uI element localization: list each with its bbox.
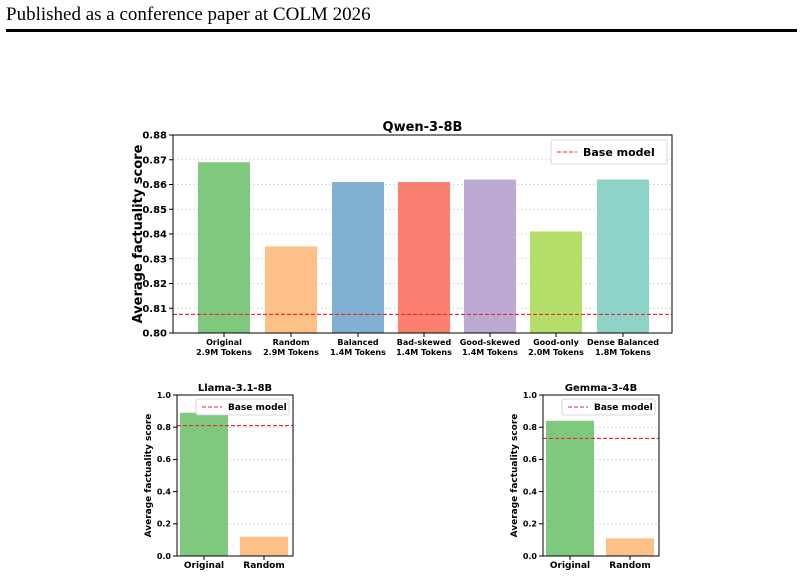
llama-category-label: Random [243,561,284,571]
qwen-category-sublabel: 1.4M Tokens [330,348,386,357]
qwen-ytick-label: 0.86 [142,180,167,191]
llama-ytick-label: 1.0 [157,391,172,400]
qwen-ytick-label: 0.84 [142,230,167,241]
qwen-ytick-label: 0.82 [142,279,167,290]
gemma-category-label: Random [609,561,650,571]
qwen-category-sublabel: 2.0M Tokens [528,348,584,357]
gemma-title: Gemma-3-4B [565,383,637,394]
qwen-bar [398,182,450,333]
gemma-ytick-label: 0.0 [523,552,538,561]
llama-ytick-label: 0.6 [157,455,172,464]
gemma-ytick-label: 0.4 [523,487,538,496]
llama-bar [180,412,228,556]
llama-bar [240,536,288,556]
qwen-bar [597,179,649,333]
qwen-ytick-label: 0.80 [142,329,167,340]
llama-category-label: Original [184,561,224,571]
gemma-ytick-label: 0.2 [523,520,537,529]
qwen-bar [530,231,582,333]
llama-ytick-label: 0.8 [157,423,172,432]
qwen-ytick-label: 0.87 [142,155,167,166]
qwen-bar [265,246,317,333]
llama-ytick-label: 0.2 [157,520,171,529]
llama-legend-label: Base model [228,403,287,413]
gemma-legend-box [561,398,656,416]
gemma-bar [606,538,654,556]
qwen-category-label: Good-only [533,338,580,347]
llama-axes-frame [176,394,294,557]
gemma-ylabel: Average factuality score [510,414,520,538]
qwen-legend-label: Base model [583,146,655,159]
qwen-ytick-label: 0.81 [142,304,167,315]
qwen-category-label: Random [273,338,310,347]
llama-ytick-label: 0.4 [157,487,172,496]
llama-legend-box [195,398,290,416]
qwen-legend-box [550,139,668,165]
gemma-legend-label: Base model [594,403,653,413]
header-rule [6,29,797,32]
qwen-axes-frame [172,134,673,334]
gemma-ytick-label: 0.6 [523,455,538,464]
qwen-category-label: Bad-skewed [397,338,452,347]
gemma-axes-frame [542,394,660,557]
llama-title: Llama-3.1-8B [198,383,272,394]
qwen-ytick-label: 0.88 [142,131,167,142]
gemma-ytick-label: 0.8 [523,423,538,432]
gemma-ytick-label: 1.0 [523,391,538,400]
llama-ylabel: Average factuality score [144,414,154,538]
qwen-bar [464,179,516,333]
qwen-category-sublabel: 1.4M Tokens [396,348,452,357]
qwen-category-sublabel: 1.8M Tokens [595,348,651,357]
llama-ytick-label: 0.0 [157,552,172,561]
page-header: Published as a conference paper at COLM … [6,4,371,25]
qwen-category-sublabel: 2.9M Tokens [263,348,319,357]
qwen-title: Qwen-3-8B [383,120,463,135]
gemma-bar [546,420,594,556]
qwen-bar [332,182,384,333]
qwen-category-sublabel: 2.9M Tokens [196,348,252,357]
qwen-category-label: Balanced [337,338,379,347]
qwen-bar [198,162,250,333]
qwen-category-label: Dense Balanced [587,338,659,347]
qwen-ylabel: Average factuality score [131,144,146,323]
qwen-category-sublabel: 1.4M Tokens [462,348,518,357]
qwen-category-label: Good-skewed [460,338,521,347]
gemma-category-label: Original [550,561,590,571]
qwen-ytick-label: 0.85 [142,205,167,216]
qwen-ytick-label: 0.83 [142,254,167,265]
qwen-category-label: Original [206,338,242,347]
